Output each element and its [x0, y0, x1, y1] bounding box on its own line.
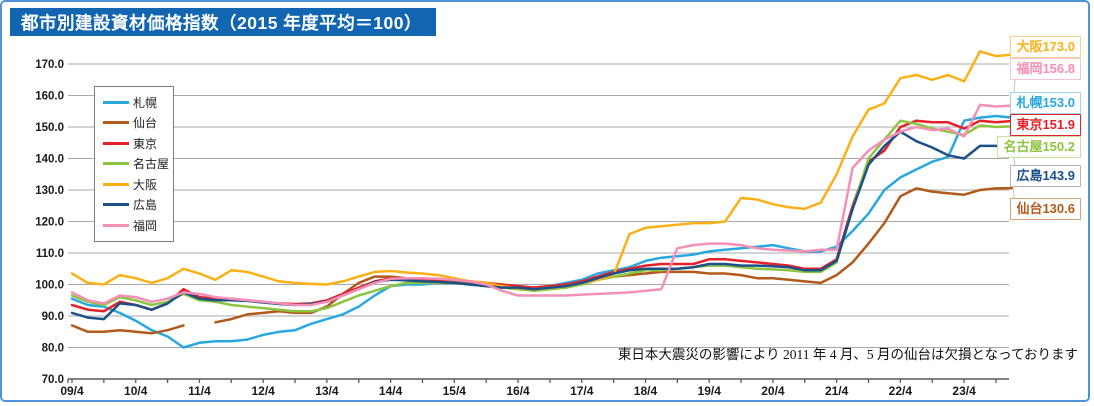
end-label-nagoya: 名古屋150.2 — [997, 136, 1081, 158]
legend-label-hiroshima: 広島 — [133, 198, 158, 213]
legend-swatch-fukuoka — [103, 223, 129, 227]
legend-swatch-hiroshima — [103, 203, 129, 207]
legend-item-fukuoka: 福岡 — [103, 215, 173, 236]
legend-label-nagoya: 名古屋 — [133, 157, 170, 172]
x-tick-label: 22/4 — [889, 384, 913, 398]
y-tick-label: 80.0 — [42, 343, 64, 355]
x-tick-label: 16/4 — [506, 384, 530, 398]
x-tick-label: 10/4 — [124, 384, 148, 398]
legend-item-sapporo: 札幌 — [103, 92, 173, 113]
y-tick-label: 120.0 — [35, 217, 64, 229]
legend-label-fukuoka: 福岡 — [133, 218, 158, 233]
x-tick-label: 13/4 — [315, 384, 339, 398]
legend-swatch-sendai — [103, 121, 129, 125]
series-line-osaka — [70, 50, 1014, 291]
x-tick-label: 15/4 — [443, 384, 467, 398]
x-tick-label: 20/4 — [761, 384, 785, 398]
end-label-fukuoka: 福岡156.8 — [1010, 58, 1081, 80]
legend-item-sendai: 仙台 — [103, 113, 173, 134]
legend-swatch-osaka — [103, 182, 129, 186]
legend-label-sendai: 仙台 — [133, 116, 158, 131]
series-line-hiroshima — [70, 130, 1014, 321]
legend-swatch-nagoya — [103, 162, 129, 166]
y-tick-label: 170.0 — [35, 59, 64, 71]
chart-title: 都市別建設資材価格指数（2015 年度平均＝100） — [10, 8, 436, 36]
x-tick-label: 23/4 — [952, 384, 976, 398]
x-tick-label: 21/4 — [825, 384, 849, 398]
x-tick-label: 11/4 — [188, 384, 211, 398]
price-index-chart: 70.0 80.0 90.0 100.0 110.0 120.0 130.0 140.0 150… — [35, 46, 1017, 398]
legend-item-hiroshima: 広島 — [103, 195, 173, 216]
x-tick-label: 18/4 — [634, 384, 658, 398]
x-tick-label: 09/4 — [60, 384, 84, 398]
y-tick-label: 160.0 — [35, 91, 64, 103]
series-line-sapporo — [70, 114, 1014, 349]
series-line-fukuoka — [70, 103, 1014, 307]
legend-label-tokyo: 東京 — [133, 136, 158, 151]
x-tick-label: 19/4 — [698, 384, 722, 398]
y-tick-label: 110.0 — [36, 248, 64, 260]
y-tick-label: 90.0 — [42, 311, 64, 323]
x-tick-label: 17/4 — [570, 384, 594, 398]
legend: 札幌仙台東京名古屋大阪広島福岡 — [94, 86, 174, 242]
y-tick-label: 130.0 — [35, 185, 64, 197]
legend-item-nagoya: 名古屋 — [103, 154, 173, 175]
earthquake-note: 東日本大震災の影響により 2011 年 4 月、5 月の仙台は欠損となっておりま… — [617, 347, 1078, 362]
end-label-sendai: 仙台130.6 — [1010, 198, 1081, 220]
legend-swatch-sapporo — [103, 100, 129, 104]
y-tick-label: 70.0 — [42, 374, 64, 386]
end-label-sapporo: 札幌153.0 — [1010, 92, 1081, 114]
y-tick-label: 150.0 — [35, 122, 64, 134]
end-label-osaka: 大阪173.0 — [1010, 36, 1081, 58]
legend-item-tokyo: 東京 — [103, 133, 173, 154]
legend-item-osaka: 大阪 — [103, 174, 173, 195]
legend-swatch-tokyo — [103, 141, 129, 145]
y-tick-label: 100.0 — [35, 280, 64, 292]
x-tick-label: 12/4 — [251, 384, 275, 398]
y-tick-label: 140.0 — [35, 154, 64, 166]
x-tick-label: 14/4 — [379, 384, 403, 398]
legend-label-sapporo: 札幌 — [133, 95, 158, 110]
legend-label-osaka: 大阪 — [133, 177, 158, 192]
end-label-tokyo: 東京151.9 — [1010, 114, 1081, 136]
end-label-hiroshima: 広島143.9 — [1010, 165, 1081, 187]
